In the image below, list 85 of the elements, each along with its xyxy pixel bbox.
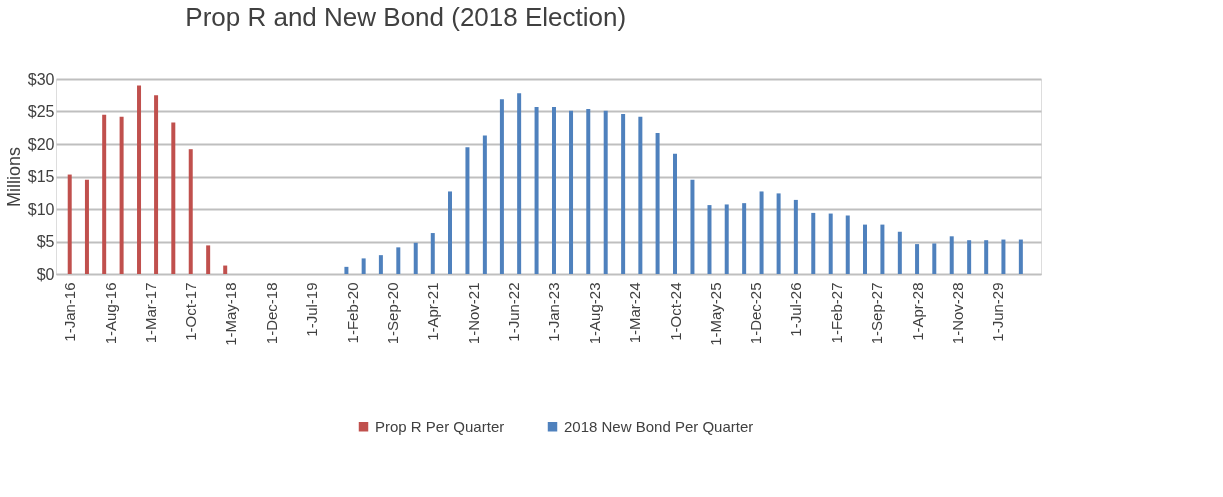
x-tick-label: 1-Nov-21	[464, 282, 482, 345]
bar	[638, 116, 643, 274]
bar	[845, 215, 850, 274]
y-tick-label: $10	[27, 200, 55, 218]
x-tick-label: 1-Jul-26	[787, 282, 805, 337]
bar	[396, 247, 401, 274]
bar	[551, 106, 556, 274]
x-tick-label: 1-Jul-19	[303, 282, 321, 337]
bar	[932, 243, 937, 274]
x-tick-label: 1-Nov-28	[949, 282, 967, 345]
x-tick-label: 1-Sep-27	[868, 282, 886, 345]
x-tick-label: 1-Oct-17	[182, 282, 200, 341]
bar	[759, 191, 764, 274]
bar	[603, 110, 608, 274]
y-tick-label: $25	[27, 103, 55, 120]
x-tick-label: 1-Apr-21	[424, 282, 442, 341]
bar	[378, 255, 383, 274]
x-tick-label: 1-Feb-27	[828, 282, 846, 344]
bar	[465, 147, 470, 274]
bar	[811, 212, 816, 274]
bar	[1018, 239, 1023, 274]
y-tick-label: $30	[27, 70, 55, 88]
y-tick-label: $20	[27, 135, 55, 153]
x-tick-label: 1-Apr-28	[908, 282, 926, 341]
bar	[499, 99, 504, 274]
x-tick-label: 1-Jun-29	[989, 282, 1007, 342]
x-tick-label: 1-May-25	[706, 282, 724, 346]
bar	[984, 240, 989, 274]
bar	[828, 213, 833, 274]
x-tick-label: 1-Jan-23	[545, 282, 563, 342]
x-tick-label: 1-Mar-24	[625, 282, 643, 344]
y-tick-label: $5	[36, 233, 55, 250]
bar	[448, 191, 453, 274]
x-tick-label: 1-Feb-20	[343, 282, 361, 344]
bar	[707, 205, 712, 274]
x-tick-label: 1-Aug-16	[101, 282, 119, 345]
x-tick-label: 1-Jun-22	[504, 282, 522, 342]
chart-title: Prop R and New Bond (2018 Election)	[185, 2, 627, 32]
x-tick-label: 1-Aug-23	[585, 282, 603, 345]
bar	[223, 265, 228, 274]
bar	[534, 106, 539, 274]
bar	[206, 245, 211, 274]
bar	[967, 240, 972, 274]
bar	[880, 224, 885, 274]
x-tick-label: 1-Jan-16	[61, 282, 79, 342]
bar	[482, 135, 487, 274]
bar	[862, 224, 867, 274]
bar	[361, 258, 366, 274]
legend-label: Prop R Per Quarter	[375, 417, 505, 435]
y-tick-label: $15	[27, 168, 55, 185]
bar	[413, 242, 418, 274]
bar	[793, 199, 798, 274]
bar	[776, 193, 781, 274]
x-tick-label: 1-Dec-18	[262, 282, 280, 345]
bar	[690, 179, 695, 274]
bar	[84, 179, 89, 274]
bar	[569, 110, 574, 274]
x-tick-label: 1-Sep-20	[384, 282, 402, 345]
bar	[949, 236, 954, 274]
bar	[655, 132, 660, 274]
y-axis-title: Millions	[3, 146, 24, 208]
bar	[344, 266, 349, 274]
x-tick-label: 1-Mar-17	[141, 282, 159, 344]
bar	[430, 233, 435, 274]
bar	[724, 204, 729, 274]
bar	[67, 174, 72, 274]
x-tick-label: 1-May-18	[222, 282, 240, 346]
y-tick-label: $0	[36, 265, 55, 283]
bar	[119, 116, 124, 274]
bar	[154, 95, 159, 274]
bar	[915, 244, 920, 274]
bar	[673, 153, 678, 274]
bar	[897, 231, 902, 274]
bar	[171, 122, 176, 274]
x-tick-label: 1-Dec-25	[747, 282, 765, 345]
bar	[188, 149, 193, 274]
bar	[621, 114, 626, 274]
bar	[1001, 239, 1006, 274]
bar	[102, 114, 107, 274]
bar	[517, 93, 522, 274]
legend-label: 2018 New Bond Per Quarter	[564, 417, 754, 435]
bar	[586, 108, 591, 274]
x-tick-label: 1-Oct-24	[666, 282, 684, 341]
bar	[742, 203, 747, 274]
bar	[137, 85, 142, 274]
